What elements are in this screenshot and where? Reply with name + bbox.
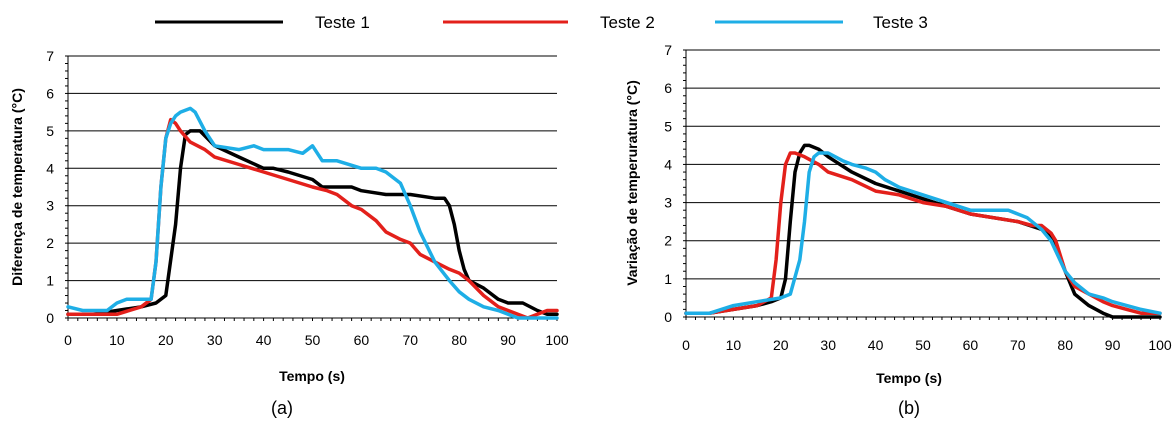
x-tick-label: 70 — [403, 332, 419, 348]
y-tick-label: 3 — [664, 195, 672, 211]
x-tick-label: 0 — [64, 332, 72, 348]
x-tick-label: 80 — [1057, 337, 1073, 353]
series-line-teste-3 — [66, 106, 559, 320]
x-tick-label: 90 — [1105, 337, 1121, 353]
y-tick-label: 4 — [46, 160, 54, 176]
series-line-teste-1 — [684, 143, 1162, 319]
x-tick-label: 20 — [773, 337, 789, 353]
x-tick-label: 0 — [682, 337, 690, 353]
x-tick-label: 50 — [915, 337, 931, 353]
y-tick-label: 3 — [46, 198, 54, 214]
x-tick-label: 60 — [963, 337, 979, 353]
y-tick-label: 4 — [664, 156, 672, 172]
y-tick-label: 2 — [46, 235, 54, 251]
x-tick-label: 40 — [868, 337, 884, 353]
x-axis-label: Tempo (s) — [876, 370, 942, 386]
x-tick-label: 100 — [1148, 337, 1172, 353]
y-tick-label: 2 — [664, 233, 672, 249]
series-line-teste-3 — [684, 151, 1162, 315]
y-tick-label: 6 — [664, 80, 672, 96]
y-tick-label: 7 — [664, 42, 672, 58]
x-tick-label: 30 — [820, 337, 836, 353]
y-axis-label: Diferença de temperatura (°C) — [9, 88, 25, 286]
x-tick-label: 40 — [256, 332, 272, 348]
x-tick-label: 90 — [500, 332, 516, 348]
x-tick-label: 80 — [451, 332, 467, 348]
y-tick-label: 0 — [46, 310, 54, 326]
series-line-teste-1 — [66, 129, 559, 317]
y-tick-label: 6 — [46, 85, 54, 101]
y-tick-label: 5 — [664, 118, 672, 134]
x-tick-label: 30 — [207, 332, 223, 348]
panel-label: (b) — [898, 398, 920, 418]
x-tick-label: 10 — [109, 332, 125, 348]
x-tick-label: 10 — [726, 337, 742, 353]
y-tick-label: 0 — [664, 309, 672, 325]
x-tick-label: 100 — [545, 332, 569, 348]
x-tick-label: 50 — [305, 332, 321, 348]
legend-label-1: Teste 1 — [315, 13, 370, 32]
y-tick-label: 1 — [46, 273, 54, 289]
y-axis-label: Variação de temperuratura (°C) — [624, 80, 640, 286]
series-line-teste-2 — [684, 151, 1162, 315]
x-tick-label: 20 — [158, 332, 174, 348]
panel-label: (a) — [271, 398, 293, 418]
legend: Teste 1 Teste 2 Teste 3 — [155, 13, 928, 32]
x-tick-label: 60 — [354, 332, 370, 348]
y-tick-label: 5 — [46, 123, 54, 139]
x-tick-label: 70 — [1010, 337, 1026, 353]
legend-label-2: Teste 2 — [600, 13, 655, 32]
x-axis-label: Tempo (s) — [279, 368, 345, 384]
y-tick-label: 1 — [664, 271, 672, 287]
y-tick-label: 7 — [46, 48, 54, 64]
legend-label-3: Teste 3 — [873, 13, 928, 32]
